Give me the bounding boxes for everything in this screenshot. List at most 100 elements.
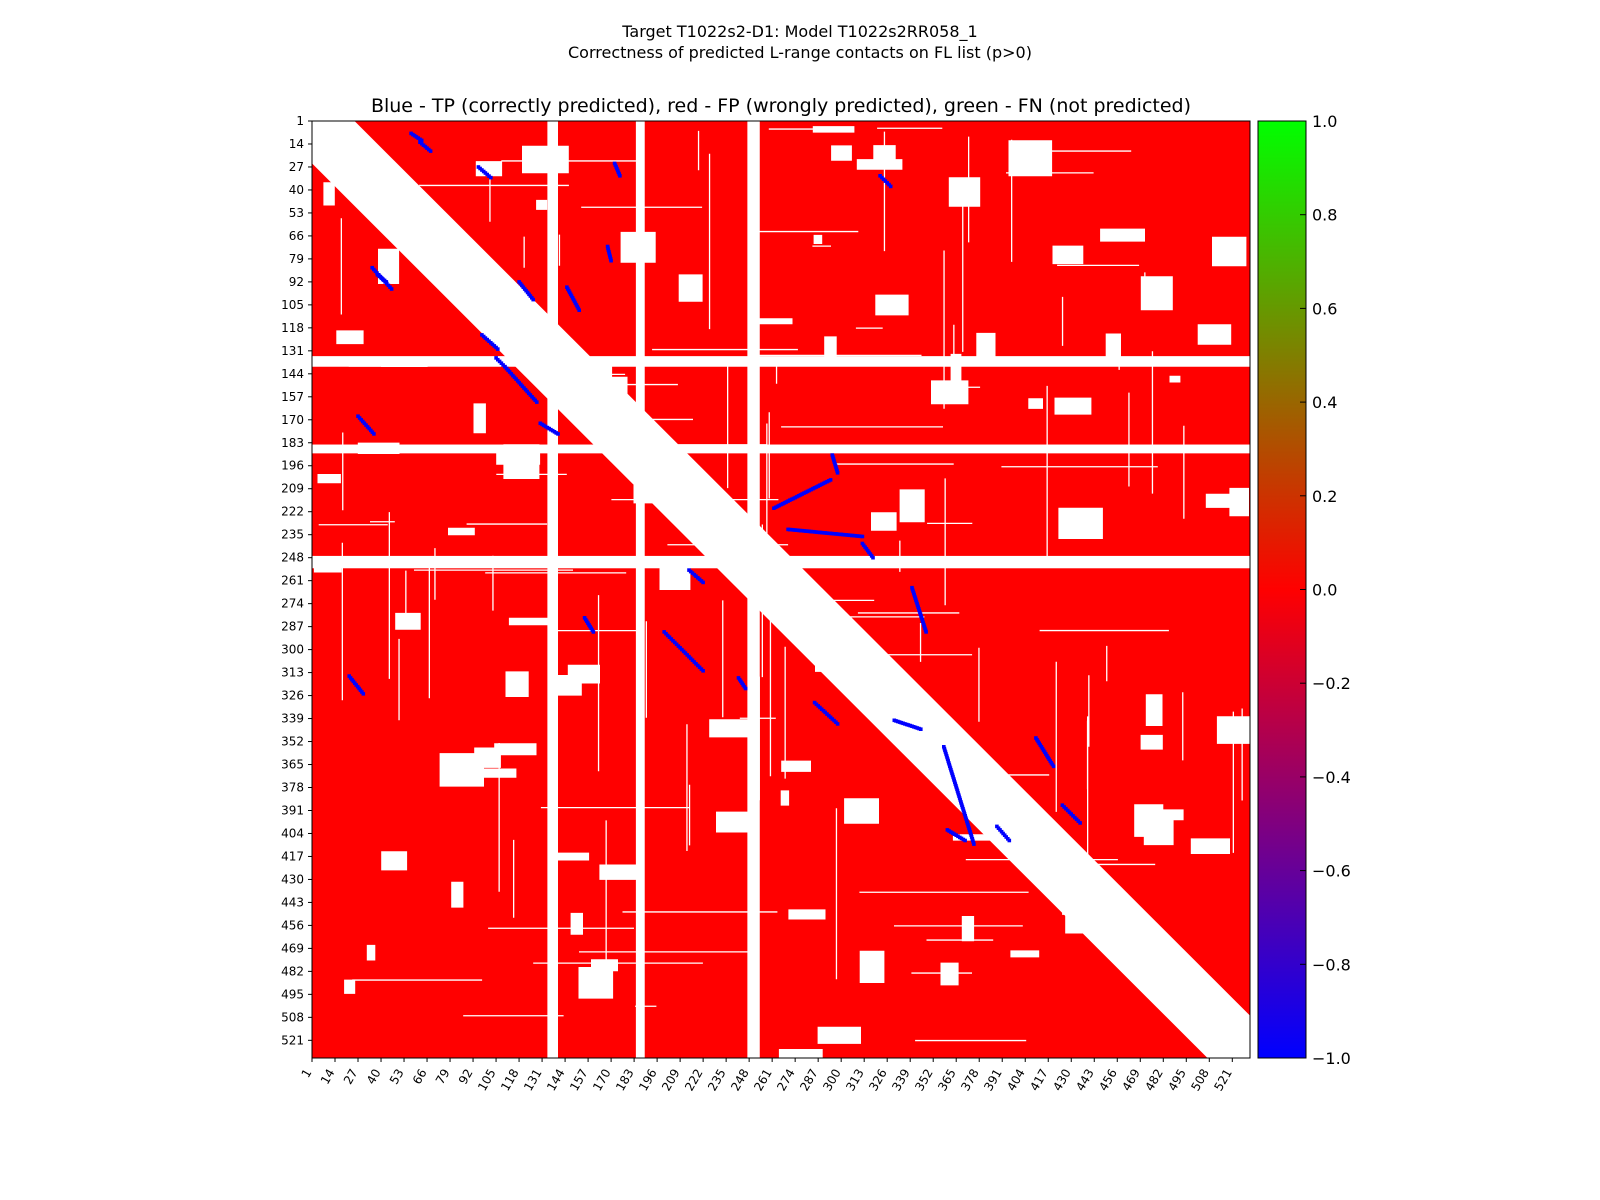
tp-contact-segment-28 bbox=[480, 333, 500, 351]
x-tick-label: 404 bbox=[1004, 1067, 1028, 1094]
colorbar-tick-label: −0.8 bbox=[1312, 955, 1351, 974]
colorbar-tick-label: 0.2 bbox=[1312, 487, 1337, 506]
x-tick-label: 170 bbox=[590, 1067, 614, 1094]
y-tick-label: 14 bbox=[289, 137, 304, 151]
tp-contact-segment-9 bbox=[612, 161, 622, 178]
x-tick-label: 1 bbox=[299, 1067, 315, 1081]
x-tick-label: 131 bbox=[521, 1067, 545, 1094]
y-tick-label: 222 bbox=[281, 505, 304, 519]
y-tick-label: 79 bbox=[289, 252, 304, 266]
x-tick-label: 196 bbox=[636, 1067, 660, 1094]
empty-column-stripe-2 bbox=[747, 121, 760, 1058]
x-tick-label: 235 bbox=[705, 1067, 729, 1094]
tp-contact-segment-25 bbox=[356, 414, 376, 436]
y-tick-label: 170 bbox=[281, 413, 304, 427]
y-tick-label: 274 bbox=[281, 597, 304, 611]
tp-contact-segment-20 bbox=[892, 718, 923, 731]
x-tick-label: 300 bbox=[820, 1067, 844, 1094]
x-tick-label: 79 bbox=[433, 1067, 453, 1087]
x-tick-label: 313 bbox=[843, 1067, 867, 1094]
x-tick-label: 326 bbox=[866, 1067, 890, 1094]
empty-row-stripe-1 bbox=[312, 444, 1250, 454]
y-tick-label: 27 bbox=[289, 160, 304, 174]
x-tick-label: 66 bbox=[410, 1067, 430, 1087]
colorbar: 1.0 0.8 0.6 0.4 0.2 0.0 −0.2 −0.4 −0.6 −0.8 −1.0 bbox=[1257, 112, 1351, 1068]
colorbar-gradient bbox=[1257, 120, 1307, 1059]
y-tick-label: 352 bbox=[281, 735, 304, 749]
tp-contact-segment-27 bbox=[517, 280, 535, 302]
y-tick-label: 1 bbox=[296, 114, 304, 128]
y-tick-label: 417 bbox=[281, 849, 304, 863]
tp-contact-segment-16 bbox=[860, 541, 875, 560]
tp-contact-segment-17 bbox=[878, 174, 893, 189]
tp-contact-segment-10 bbox=[662, 630, 705, 673]
colorbar-tick-label: −0.6 bbox=[1312, 862, 1351, 881]
true-positive-contacts bbox=[347, 131, 1082, 846]
x-tick-label: 495 bbox=[1165, 1067, 1189, 1094]
y-tick-label: 313 bbox=[281, 666, 304, 680]
x-tick-label: 443 bbox=[1073, 1067, 1097, 1094]
empty-column-stripe-0 bbox=[547, 121, 559, 1058]
colorbar-tick-label: −1.0 bbox=[1312, 1049, 1351, 1068]
empty-column-stripe-1 bbox=[635, 121, 645, 1058]
x-tick-label: 469 bbox=[1119, 1067, 1143, 1094]
x-tick-label: 105 bbox=[475, 1067, 499, 1094]
y-axis: 1 14 27 40 53 66 79 92 105 118 131 144 157 170 183 196 2… bbox=[281, 114, 312, 1047]
y-tick-label: 339 bbox=[281, 712, 304, 726]
y-tick-label: 248 bbox=[281, 551, 304, 565]
x-tick-label: 157 bbox=[567, 1067, 591, 1094]
tp-contact-segment-29 bbox=[812, 700, 840, 726]
y-tick-label: 469 bbox=[281, 941, 304, 955]
x-tick-label: 482 bbox=[1142, 1067, 1166, 1094]
y-tick-label: 326 bbox=[281, 689, 304, 703]
x-tick-label: 209 bbox=[659, 1067, 683, 1094]
x-tick-label: 14 bbox=[318, 1067, 338, 1087]
tp-contact-segment-8 bbox=[605, 244, 613, 263]
y-tick-label: 482 bbox=[281, 964, 304, 978]
tp-contact-segment-14 bbox=[786, 527, 865, 539]
y-tick-label: 196 bbox=[281, 459, 304, 473]
y-tick-label: 521 bbox=[281, 1033, 304, 1047]
plot-frame bbox=[311, 120, 1251, 1059]
x-tick-label: 53 bbox=[387, 1067, 407, 1087]
x-tick-label: 27 bbox=[341, 1067, 361, 1087]
y-tick-label: 144 bbox=[281, 367, 304, 381]
y-tick-label: 495 bbox=[281, 987, 304, 1001]
y-tick-label: 53 bbox=[289, 206, 304, 220]
tp-contact-segment-18 bbox=[910, 585, 928, 634]
colorbar-tick-label: 0.8 bbox=[1312, 206, 1337, 225]
x-tick-label: 339 bbox=[889, 1067, 913, 1094]
x-tick-label: 521 bbox=[1211, 1067, 1235, 1094]
figure-suptitle-line-2: Correctness of predicted L-range contact… bbox=[568, 43, 1032, 62]
tp-contact-segment-19 bbox=[942, 745, 976, 846]
y-tick-label: 456 bbox=[281, 918, 304, 932]
y-tick-label: 92 bbox=[289, 275, 304, 289]
y-tick-label: 209 bbox=[281, 482, 304, 496]
tp-contact-segment-23 bbox=[1060, 803, 1082, 825]
tp-contact-segment-12 bbox=[736, 676, 748, 691]
tp-contact-segment-21 bbox=[995, 824, 1012, 843]
x-tick-label: 222 bbox=[682, 1067, 706, 1094]
empty-row-stripe-2 bbox=[312, 555, 1250, 569]
x-tick-label: 248 bbox=[728, 1067, 752, 1094]
x-tick-label: 430 bbox=[1050, 1067, 1074, 1094]
x-tick-label: 40 bbox=[364, 1067, 384, 1087]
empty-row-stripe-0 bbox=[312, 356, 1250, 367]
y-tick-label: 131 bbox=[281, 344, 304, 358]
y-tick-label: 261 bbox=[281, 574, 304, 588]
y-tick-label: 391 bbox=[281, 803, 304, 817]
tp-contact-segment-22 bbox=[1034, 736, 1056, 769]
y-tick-label: 443 bbox=[281, 895, 304, 909]
x-tick-label: 391 bbox=[981, 1067, 1005, 1094]
x-tick-label: 508 bbox=[1188, 1067, 1212, 1094]
tp-contact-segment-6 bbox=[494, 356, 511, 373]
y-tick-label: 40 bbox=[289, 183, 304, 197]
x-tick-label: 352 bbox=[912, 1067, 936, 1094]
y-tick-label: 183 bbox=[281, 436, 304, 450]
y-tick-label: 105 bbox=[281, 298, 304, 312]
y-tick-label: 300 bbox=[281, 643, 304, 657]
tp-contact-segment-15 bbox=[830, 453, 840, 475]
x-tick-label: 261 bbox=[751, 1067, 775, 1094]
tp-contact-segment-2 bbox=[476, 165, 493, 180]
colorbar-tick-label: 0.4 bbox=[1312, 393, 1337, 412]
